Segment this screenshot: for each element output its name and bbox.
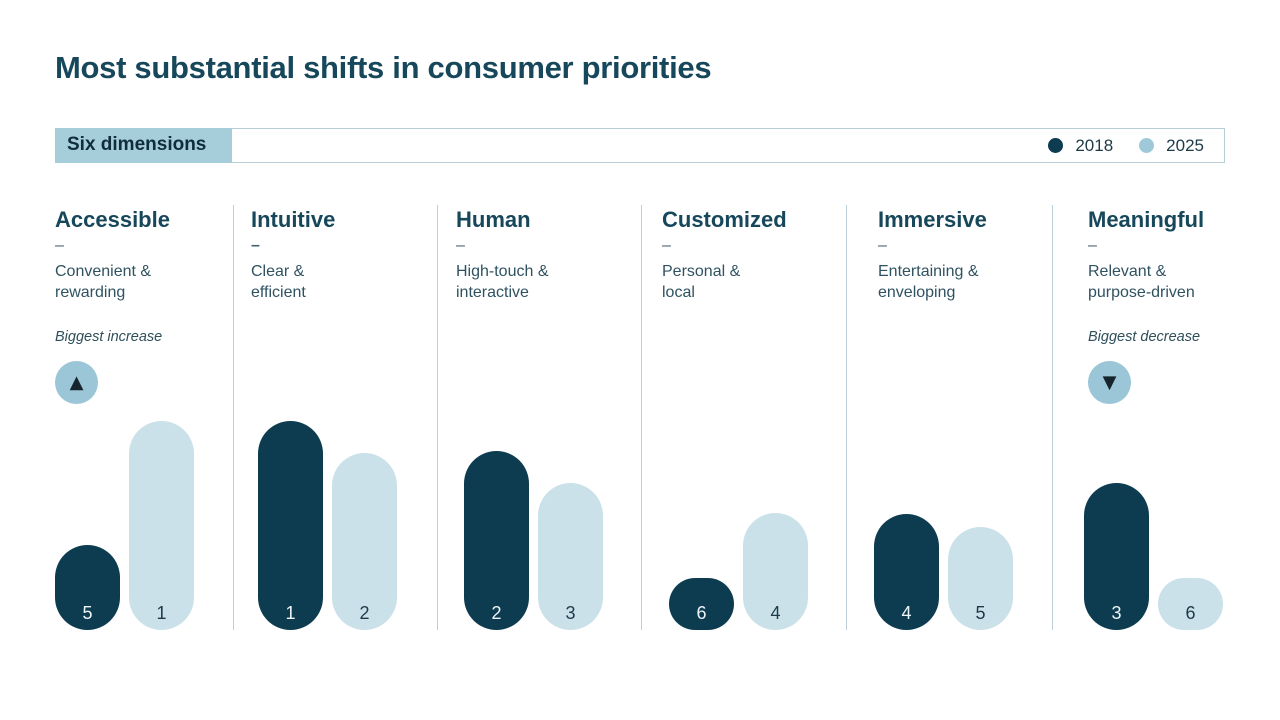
bar-group: 1 2: [258, 421, 397, 630]
bar-2025: 5: [948, 527, 1013, 630]
arrow-up-badge: ▲: [55, 361, 98, 404]
bar-group: 3 6: [1084, 483, 1223, 630]
six-dimensions-tab: Six dimensions: [55, 127, 232, 163]
bar-2018: 1: [258, 421, 323, 630]
legend-dot-2018: [1048, 138, 1064, 153]
bar-group: 2 3: [464, 451, 603, 630]
bar-2018: 4: [874, 514, 939, 630]
dimension-title: Meaningful: [1088, 207, 1205, 232]
bar-rank-label: 5: [82, 603, 93, 623]
arrow-down-icon: ▼: [1102, 371, 1117, 393]
bar-rank-label: 1: [285, 603, 296, 623]
dimension-title: Human: [456, 207, 531, 232]
bar-rank-label: 5: [975, 603, 986, 623]
bar-group: 5 1: [55, 421, 194, 630]
dash-separator: –: [456, 237, 465, 254]
bar-2018: 5: [55, 545, 120, 630]
dash-separator: –: [1088, 237, 1097, 254]
section-header-bar: Six dimensions 2018 2025: [55, 127, 1225, 163]
arrow-down-badge: ▼: [1088, 361, 1131, 404]
bar-2025: 2: [332, 453, 397, 630]
trend-note: Biggest decrease: [1088, 329, 1201, 345]
dimension-description: Relevant & purpose-driven: [1088, 263, 1195, 301]
dimension-column-intuitive: Intuitive – Clear & efficient 1 2: [233, 205, 437, 630]
bar-2025: 4: [743, 513, 808, 630]
bar-rank-label: 2: [359, 603, 370, 623]
bar-2025: 6: [1158, 578, 1223, 630]
bar-2018: 3: [1084, 483, 1149, 630]
dimension-description: Personal & local: [662, 263, 741, 301]
bar-rank-label: 4: [901, 603, 912, 623]
dimension-description: High-touch & interactive: [456, 263, 549, 301]
dimension-description: Entertaining & enveloping: [878, 263, 979, 301]
bar-rank-label: 3: [565, 603, 576, 623]
chart-legend: 2018 2025: [1048, 136, 1224, 156]
bar-2025: 1: [129, 421, 194, 630]
bar-rank-label: 3: [1111, 603, 1122, 623]
trend-note: Biggest increase: [55, 329, 163, 345]
dimensions-grid: Accessible – Convenient & rewarding Bigg…: [55, 205, 1225, 630]
dimension-description: Convenient & rewarding: [55, 263, 152, 301]
legend-dot-2025: [1139, 138, 1155, 153]
dash-separator: –: [251, 237, 260, 254]
dimension-column-accessible: Accessible – Convenient & rewarding Bigg…: [55, 205, 233, 630]
dimension-column-immersive: Immersive – Entertaining & enveloping 4 …: [846, 205, 1052, 630]
legend-label-2025: 2025: [1166, 135, 1204, 155]
bar-rank-label: 4: [770, 603, 781, 623]
bar-group: 6 4: [669, 513, 808, 630]
dash-separator: –: [662, 237, 671, 254]
bar-rank-label: 1: [156, 603, 167, 623]
dimension-column-human: Human – High-touch & interactive 2 3: [437, 205, 641, 630]
dimension-title: Accessible: [55, 207, 170, 232]
bar-rank-label: 6: [696, 603, 707, 623]
dimension-column-customized: Customized – Personal & local 6 4: [641, 205, 846, 630]
legend-label-2018: 2018: [1075, 135, 1114, 155]
dimension-column-meaningful: Meaningful – Relevant & purpose-driven B…: [1052, 205, 1225, 630]
dimension-description: Clear & efficient: [251, 263, 306, 301]
bar-2018: 6: [669, 578, 734, 630]
page-title: Most substantial shifts in consumer prio…: [55, 50, 712, 85]
dimension-title: Intuitive: [251, 207, 336, 232]
bar-2018: 2: [464, 451, 529, 630]
dimension-title: Immersive: [878, 207, 987, 232]
bar-rank-label: 2: [491, 603, 502, 623]
bar-rank-label: 6: [1185, 603, 1196, 623]
bar-group: 4 5: [874, 514, 1013, 630]
dash-separator: –: [55, 237, 64, 254]
bar-2025: 3: [538, 483, 603, 630]
dash-separator: –: [878, 237, 887, 254]
dimension-title: Customized: [662, 207, 787, 232]
arrow-up-icon: ▲: [69, 371, 84, 393]
